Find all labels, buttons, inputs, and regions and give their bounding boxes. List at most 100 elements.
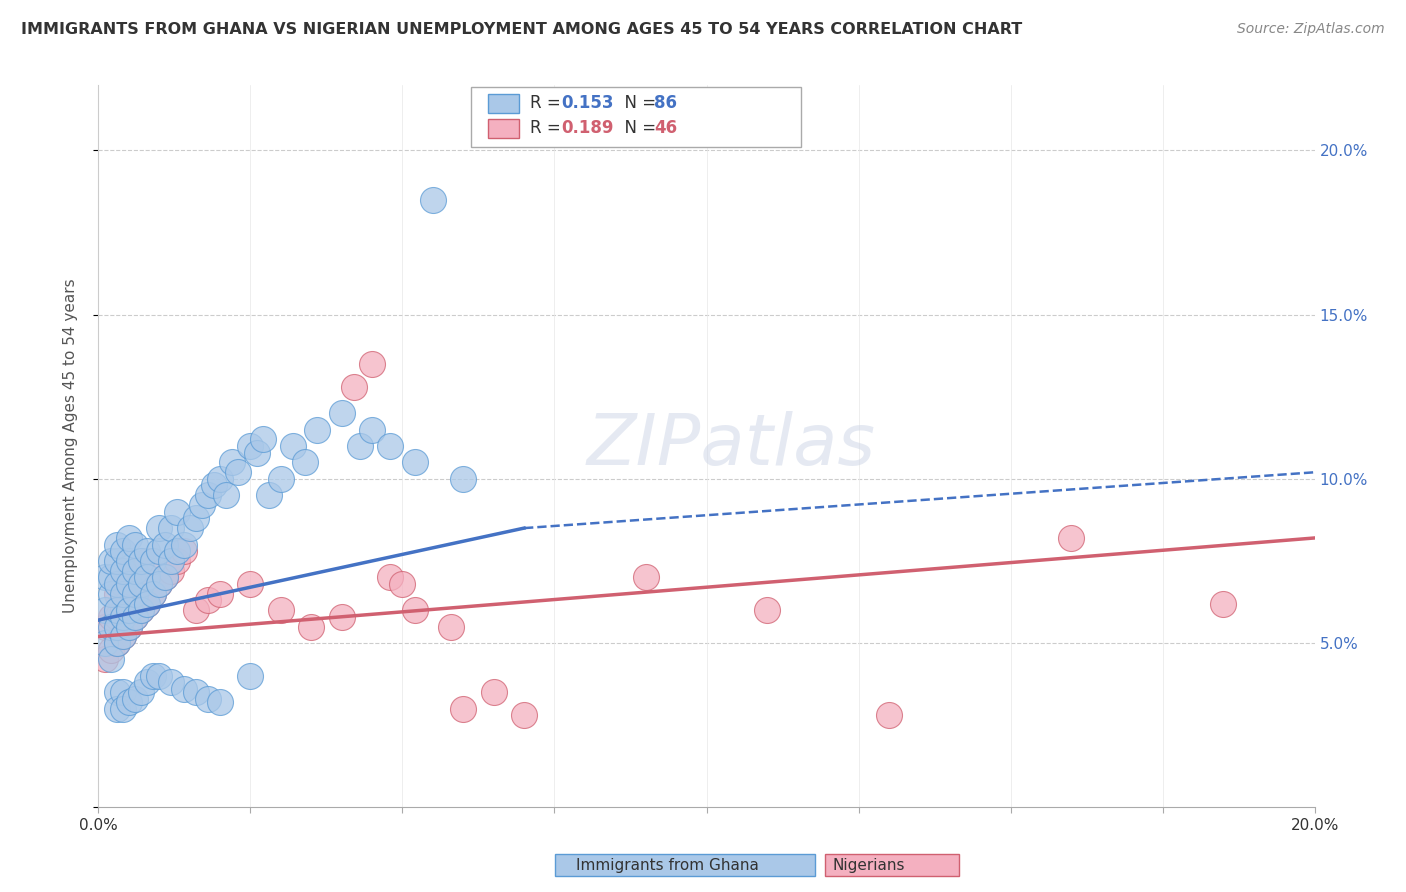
- Point: [118, 577, 141, 591]
- Point: [209, 472, 232, 486]
- Point: [391, 577, 413, 591]
- Point: [118, 564, 141, 578]
- Point: [221, 455, 243, 469]
- Point: [422, 193, 444, 207]
- Point: [118, 531, 141, 545]
- Point: [93, 570, 115, 584]
- Point: [111, 544, 134, 558]
- Point: [129, 685, 152, 699]
- Point: [105, 636, 128, 650]
- Point: [111, 609, 134, 624]
- Text: N =: N =: [614, 95, 662, 112]
- Point: [111, 587, 134, 601]
- Point: [294, 455, 316, 469]
- Point: [453, 472, 475, 486]
- Point: [184, 685, 207, 699]
- Point: [100, 554, 122, 568]
- Point: [105, 636, 128, 650]
- Point: [124, 609, 146, 624]
- Point: [148, 577, 170, 591]
- Point: [124, 587, 146, 601]
- Point: [105, 577, 128, 591]
- Point: [136, 544, 159, 558]
- Point: [155, 537, 177, 551]
- Y-axis label: Unemployment Among Ages 45 to 54 years: Unemployment Among Ages 45 to 54 years: [63, 278, 77, 614]
- Point: [111, 630, 134, 644]
- Point: [160, 675, 183, 690]
- Point: [226, 465, 249, 479]
- Point: [129, 554, 152, 568]
- Point: [111, 577, 134, 591]
- Point: [105, 702, 128, 716]
- Point: [877, 708, 900, 723]
- Point: [215, 488, 238, 502]
- Point: [330, 609, 353, 624]
- Point: [166, 544, 188, 558]
- Point: [197, 692, 219, 706]
- Point: [100, 609, 122, 624]
- Point: [136, 597, 159, 611]
- Point: [209, 587, 232, 601]
- Point: [155, 570, 177, 584]
- Point: [148, 521, 170, 535]
- Text: Nigerians: Nigerians: [832, 858, 905, 872]
- Point: [160, 554, 183, 568]
- Point: [129, 603, 152, 617]
- Point: [105, 537, 128, 551]
- Point: [173, 544, 195, 558]
- Point: [1212, 597, 1234, 611]
- Point: [166, 505, 188, 519]
- Point: [105, 619, 128, 633]
- Point: [245, 445, 267, 459]
- Point: [136, 597, 159, 611]
- Point: [105, 609, 128, 624]
- Point: [349, 439, 371, 453]
- Point: [100, 642, 122, 657]
- Point: [100, 587, 122, 601]
- Text: R =: R =: [530, 95, 567, 112]
- Point: [124, 577, 146, 591]
- Point: [93, 603, 115, 617]
- Point: [270, 472, 292, 486]
- Point: [160, 564, 183, 578]
- Text: N =: N =: [614, 120, 662, 137]
- Point: [124, 537, 146, 551]
- Point: [209, 695, 232, 709]
- Point: [136, 554, 159, 568]
- Point: [118, 593, 141, 607]
- Point: [239, 439, 262, 453]
- Point: [124, 609, 146, 624]
- Point: [404, 455, 426, 469]
- Point: [111, 603, 134, 617]
- Point: [148, 544, 170, 558]
- Point: [173, 537, 195, 551]
- Point: [257, 488, 280, 502]
- Text: IMMIGRANTS FROM GHANA VS NIGERIAN UNEMPLOYMENT AMONG AGES 45 TO 54 YEARS CORRELA: IMMIGRANTS FROM GHANA VS NIGERIAN UNEMPL…: [21, 22, 1022, 37]
- Point: [440, 619, 463, 633]
- Point: [111, 702, 134, 716]
- Point: [307, 423, 329, 437]
- Point: [93, 652, 115, 666]
- Point: [1060, 531, 1083, 545]
- Point: [634, 570, 657, 584]
- Point: [118, 603, 141, 617]
- Point: [118, 619, 141, 633]
- Point: [93, 636, 115, 650]
- Point: [105, 603, 128, 617]
- Point: [343, 380, 366, 394]
- Point: [513, 708, 536, 723]
- Point: [136, 570, 159, 584]
- Point: [239, 577, 262, 591]
- Point: [142, 587, 165, 601]
- Point: [118, 695, 141, 709]
- Point: [756, 603, 779, 617]
- Point: [380, 570, 402, 584]
- Point: [111, 685, 134, 699]
- Text: 86: 86: [654, 95, 676, 112]
- Point: [482, 685, 505, 699]
- Point: [155, 570, 177, 584]
- Point: [105, 554, 128, 568]
- Point: [270, 603, 292, 617]
- Point: [453, 702, 475, 716]
- Text: R =: R =: [530, 120, 567, 137]
